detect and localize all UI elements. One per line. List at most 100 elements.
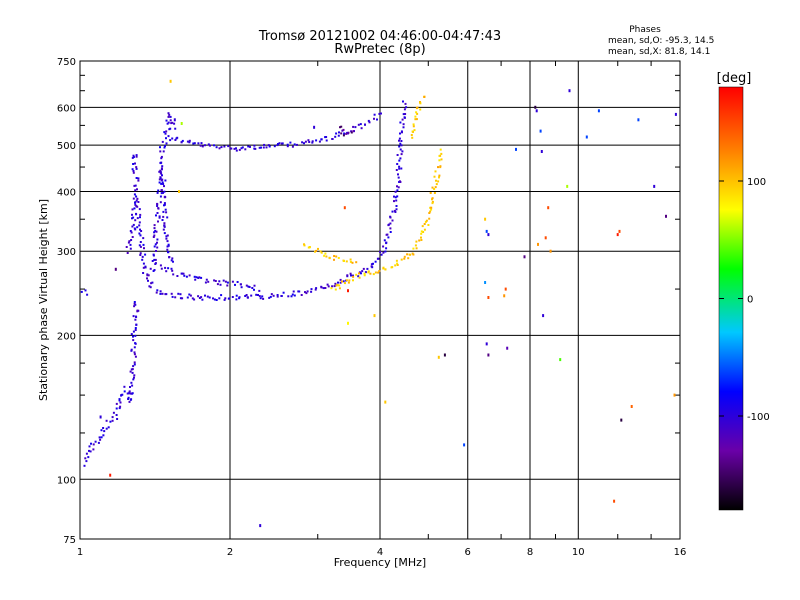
- data-point: [427, 224, 430, 226]
- data-point: [163, 202, 166, 205]
- data-point: [585, 135, 588, 139]
- data-point: [188, 293, 191, 296]
- data-point: [380, 112, 382, 115]
- data-point: [251, 287, 254, 289]
- data-point: [324, 136, 327, 139]
- data-point: [355, 261, 358, 264]
- data-point: [391, 219, 394, 222]
- data-point: [163, 190, 166, 193]
- data-point: [97, 441, 100, 444]
- data-point: [146, 274, 149, 277]
- data-point: [364, 123, 366, 126]
- data-point: [373, 117, 375, 120]
- data-point: [387, 223, 390, 226]
- data-point: [315, 287, 318, 290]
- data-point: [142, 243, 145, 246]
- data-point: [142, 272, 145, 274]
- data-point: [85, 452, 88, 455]
- data-point: [422, 231, 425, 233]
- data-point: [373, 113, 376, 116]
- data-point: [487, 353, 490, 357]
- data-point: [186, 296, 189, 299]
- data-point: [420, 230, 423, 233]
- data-point: [320, 251, 323, 254]
- data-point: [303, 142, 305, 145]
- data-point: [133, 363, 136, 366]
- data-point: [90, 442, 92, 445]
- data-point: [366, 267, 369, 270]
- data-point: [159, 170, 162, 173]
- data-point: [400, 144, 403, 147]
- data-point: [131, 213, 133, 216]
- data-point: [129, 230, 132, 232]
- data-point: [153, 245, 156, 248]
- data-point: [201, 145, 204, 148]
- data-point: [333, 258, 335, 261]
- data-point: [135, 316, 138, 318]
- data-point: [160, 157, 163, 160]
- data-point: [334, 288, 337, 291]
- data-point: [163, 204, 165, 207]
- data-point: [161, 178, 164, 181]
- data-point: [389, 231, 392, 233]
- data-point: [159, 264, 162, 267]
- data-point: [160, 182, 163, 185]
- data-point: [152, 253, 155, 256]
- data-point: [163, 224, 166, 227]
- data-point: [396, 189, 399, 192]
- data-point: [216, 283, 219, 286]
- data-point: [84, 289, 87, 292]
- data-point: [425, 219, 428, 222]
- data-point: [115, 407, 118, 410]
- data-point: [128, 240, 131, 243]
- data-point: [431, 186, 434, 189]
- data-point: [139, 252, 142, 255]
- data-point: [382, 251, 385, 254]
- data-point: [129, 370, 132, 373]
- data-point: [370, 263, 373, 266]
- data-point: [142, 266, 145, 269]
- data-point: [143, 247, 145, 250]
- data-point: [277, 143, 279, 145]
- data-point: [393, 209, 396, 212]
- data-point: [402, 126, 405, 129]
- data-point: [207, 280, 210, 283]
- data-point: [123, 390, 126, 393]
- data-point: [523, 255, 526, 259]
- data-point: [151, 281, 154, 284]
- data-point: [278, 142, 281, 145]
- data-point: [164, 145, 166, 147]
- data-point: [250, 294, 253, 297]
- data-point: [159, 176, 162, 179]
- data-point: [189, 294, 192, 297]
- data-point: [129, 247, 132, 250]
- data-point: [157, 220, 159, 223]
- data-point: [130, 349, 133, 352]
- data-point: [419, 101, 422, 104]
- data-point: [540, 150, 543, 153]
- data-point: [167, 243, 170, 246]
- data-point: [380, 253, 383, 256]
- data-point: [349, 258, 352, 261]
- data-point: [112, 411, 115, 414]
- data-point: [429, 210, 432, 213]
- data-point: [261, 295, 264, 298]
- x-tick-label: 10: [572, 547, 585, 558]
- data-point: [440, 152, 443, 155]
- data-point: [153, 227, 156, 230]
- data-point: [142, 237, 145, 240]
- data-point: [503, 294, 506, 298]
- data-point: [138, 224, 141, 227]
- data-point: [338, 284, 341, 287]
- data-point: [132, 365, 135, 368]
- data-point: [139, 228, 141, 231]
- y-tick-label: 200: [57, 331, 76, 342]
- data-point: [424, 220, 427, 223]
- data-point: [235, 147, 237, 150]
- data-point: [133, 353, 136, 356]
- data-point: [169, 127, 172, 130]
- data-point: [167, 244, 170, 247]
- data-point: [132, 170, 135, 172]
- data-point: [414, 115, 417, 118]
- data-point: [276, 294, 279, 296]
